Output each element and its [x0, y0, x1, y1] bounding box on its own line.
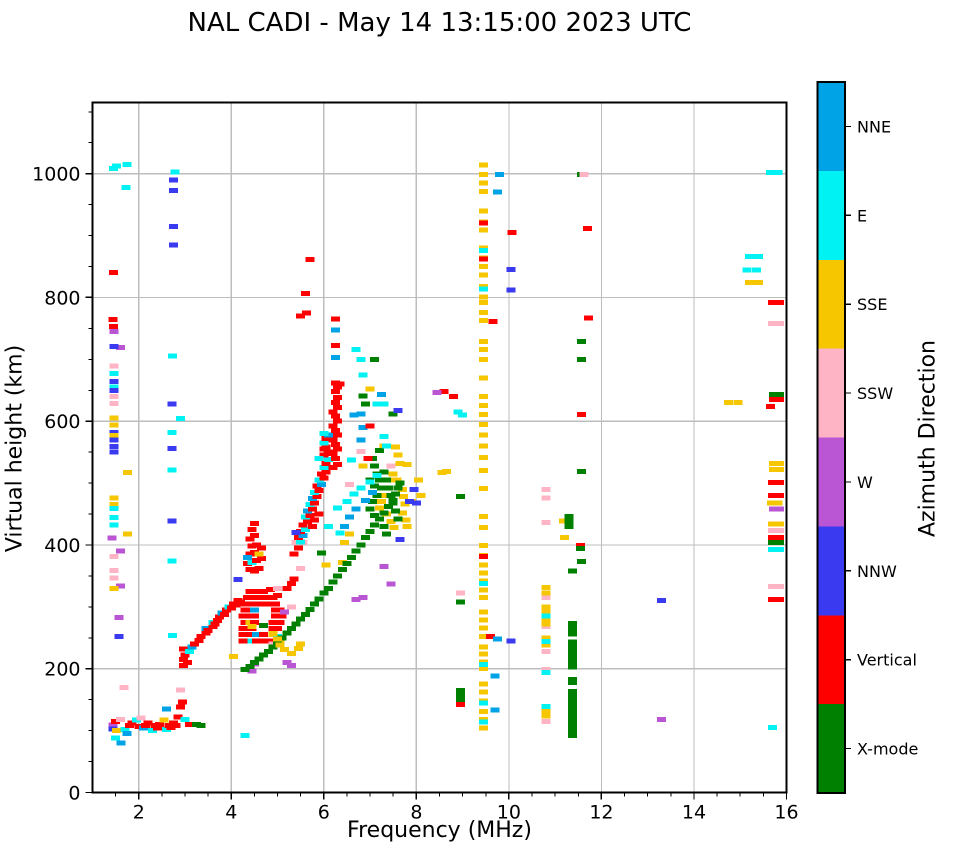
axes: [85, 101, 788, 800]
y-tick-label: 0: [68, 783, 80, 805]
colorbar-segment: [817, 348, 845, 438]
y-tick-label: 1000: [32, 164, 80, 186]
colorbar-tick-label: Vertical: [857, 651, 917, 670]
colorbar-tick-label: SSE: [857, 295, 887, 314]
colorbar: NNE E SSE SSW W NNW Vertical X-mode: [816, 81, 918, 794]
colorbar-tick-label: E: [857, 206, 867, 225]
y-axis-label: Virtual height (km): [2, 344, 28, 553]
page-title: NAL CADI - May 14 13:15:00 2023 UTC: [187, 8, 692, 38]
x-tick-label: 16: [774, 802, 798, 824]
colorbar-tick-label: NNE: [857, 117, 891, 136]
colorbar-tick-label: W: [857, 473, 873, 492]
colorbar-tick-label: NNW: [857, 562, 897, 581]
y-tick-label: 800: [44, 287, 80, 309]
colorbar-segment: [817, 526, 845, 616]
y-tick-label: 400: [44, 535, 80, 557]
colorbar-tick-label: SSW: [857, 384, 893, 403]
colorbar-segment: [817, 704, 845, 794]
x-tick-label: 4: [225, 802, 237, 824]
colorbar-tick-label: X-mode: [857, 740, 918, 759]
tick-labels: 2 4 6 8 10 12 14 16 0 200 400 600 800 1000: [32, 164, 798, 824]
x-tick-label: 6: [318, 802, 330, 824]
colorbar-segment: [817, 437, 845, 527]
x-tick-label: 12: [589, 802, 613, 824]
x-tick-label: 8: [410, 802, 422, 824]
colorbar-segment: [817, 615, 845, 705]
y-tick-label: 600: [44, 411, 80, 433]
x-tick-label: 10: [497, 802, 521, 824]
colorbar-label: Azimuth Direction: [915, 339, 941, 538]
colorbar-segment: [817, 259, 845, 350]
y-tick-label: 200: [44, 659, 80, 681]
x-tick-label: 14: [682, 802, 706, 824]
x-axis-label: Frequency (MHz): [347, 818, 532, 843]
colorbar-segment: [817, 170, 845, 261]
colorbar-segment: [817, 82, 845, 172]
gridlines: [92, 102, 788, 793]
scatter-points: [107, 161, 785, 746]
x-tick-label: 2: [133, 802, 145, 824]
